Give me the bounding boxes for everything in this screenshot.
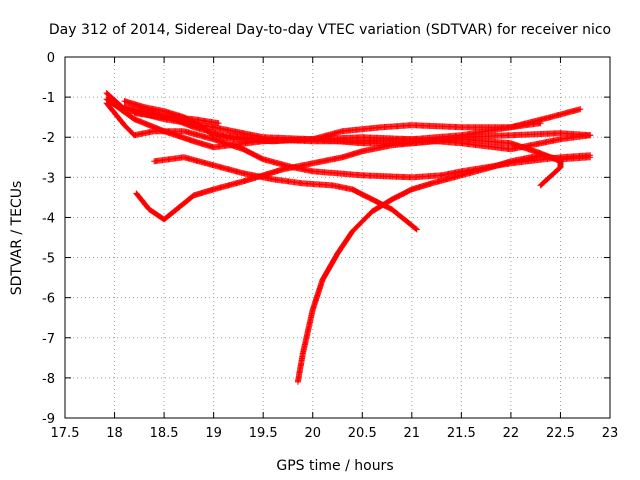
x-tick-label: 23 (602, 426, 619, 441)
axes (64, 56, 611, 419)
plot-frame (64, 56, 611, 419)
x-tick-label: 18.5 (150, 426, 179, 441)
y-tick-label: 0 (47, 51, 55, 66)
x-tick-label: 22 (503, 426, 520, 441)
series-track-9 (294, 152, 594, 385)
series-track-8 (151, 154, 420, 233)
chart-title: Day 312 of 2014, Sidereal Day-to-day VTE… (49, 22, 611, 38)
series-markers (151, 154, 420, 233)
y-tick-label: -1 (42, 91, 55, 106)
x-tick-label: 18 (106, 426, 123, 441)
x-tick-label: 20 (304, 426, 321, 441)
x-tick-label: 21 (404, 426, 421, 441)
y-tick-label: -7 (42, 332, 55, 347)
data-series (103, 90, 594, 385)
series-markers (294, 152, 594, 385)
x-tick-label: 17.5 (51, 426, 80, 441)
y-tick-label: -2 (42, 131, 55, 146)
x-tick-label: 19.5 (249, 426, 278, 441)
x-tick-label: 20.5 (348, 426, 377, 441)
x-tick-label: 21.5 (447, 426, 476, 441)
x-tick-label: 19 (205, 426, 222, 441)
y-tick-label: -9 (42, 412, 55, 427)
y-tick-label: -8 (42, 372, 55, 387)
y-tick-label: -3 (42, 171, 55, 186)
y-tick-label: -5 (42, 252, 55, 267)
x-axis-label: GPS time / hours (276, 458, 393, 474)
tick-labels: 17.5 18 18.5 19 19.5 20 20.5 21 21.5 22 22.5 23 0 -1 -… (42, 51, 618, 441)
y-tick-label: -4 (42, 211, 55, 226)
y-tick-label: -6 (42, 292, 55, 307)
y-axis-label: SDTVAR / TECUs (9, 181, 25, 296)
x-tick-label: 22.5 (546, 426, 575, 441)
